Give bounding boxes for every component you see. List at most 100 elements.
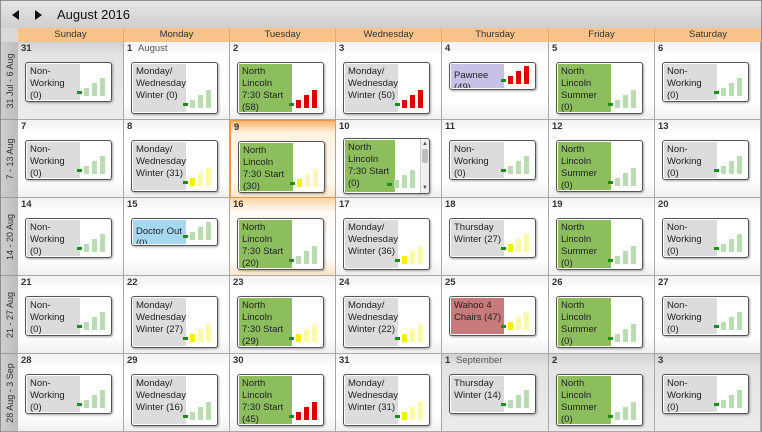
day-cell[interactable]: 13 Non-Working (0) <box>655 120 761 198</box>
appointment-block[interactable]: North Lincoln Summer (0) <box>556 62 643 114</box>
appointment-scrollbar[interactable]: ▲ ▼ <box>420 139 429 193</box>
day-cell[interactable]: 16 North Lincoln 7:30 Start (20) <box>230 198 336 276</box>
capacity-bar <box>737 312 742 330</box>
day-number: 16 <box>233 199 244 210</box>
appointment-block[interactable]: North Lincoln 7:30 Start (29) <box>237 296 324 348</box>
next-month-button[interactable] <box>29 7 46 23</box>
day-cell[interactable]: 5 North Lincoln Summer (0) <box>549 42 655 120</box>
appointment-block[interactable]: North Lincoln Summer (0) <box>556 374 643 426</box>
day-cell[interactable]: 15 Doctor Out (0) <box>124 198 230 276</box>
week-label[interactable]: 7 - 13 Aug <box>1 120 18 198</box>
appointment-block[interactable]: Monday/ Wednesday Winter (22) <box>343 296 430 348</box>
appointment-block[interactable]: Non-Working (0) <box>662 140 749 180</box>
appointment-block[interactable]: Non-Working (0) <box>25 296 112 336</box>
capacity-bar-base <box>608 181 613 184</box>
capacity-bars-icon <box>714 78 742 96</box>
capacity-bar <box>721 88 726 96</box>
appointment-block[interactable]: Monday/ Wednesday Winter (16) <box>131 374 218 426</box>
appointment-block[interactable]: Monday/ Wednesday Winter (27) <box>131 296 218 348</box>
appointment-block[interactable]: Non-Working (0) <box>662 374 749 414</box>
day-cell[interactable]: 19 North Lincoln Summer (0) <box>549 198 655 276</box>
day-cell[interactable]: 17 Monday/ Wednesday Winter (36) <box>336 198 442 276</box>
day-cell[interactable]: 24 Monday/ Wednesday Winter (22) <box>336 276 442 354</box>
scroll-up-icon[interactable]: ▲ <box>422 141 428 147</box>
day-number: 2 <box>552 355 558 366</box>
appointment-block[interactable]: Non-Working (0) <box>25 140 112 180</box>
day-cell[interactable]: 31 Monday/ Wednesday Winter (31) <box>336 354 442 432</box>
day-cell[interactable]: 25 Wahoo 4 Chairs (47) <box>442 276 549 354</box>
capacity-bar <box>508 400 513 408</box>
capacity-bar <box>623 251 628 264</box>
scroll-down-icon[interactable]: ▼ <box>422 185 428 191</box>
capacity-bar-base <box>608 415 613 418</box>
appointment-block[interactable]: Non-Working (0) <box>25 374 112 414</box>
capacity-bars-icon <box>608 246 636 264</box>
scroll-thumb[interactable] <box>422 149 428 163</box>
appointment-block[interactable]: Monday/ Wednesday Winter (0) <box>131 62 218 114</box>
appointment-block[interactable]: Monday/ Wednesday Winter (31) <box>343 374 430 426</box>
day-cell[interactable]: 18 Thursday Winter (27) <box>442 198 549 276</box>
appointment-block[interactable]: North Lincoln 7:30 Start (20) <box>237 218 324 270</box>
day-cell[interactable]: 2 North Lincoln Summer (0) <box>549 354 655 432</box>
previous-month-button[interactable] <box>7 7 24 23</box>
appointment-block[interactable]: Non-Working (0) <box>449 140 536 180</box>
day-cell[interactable]: 27 Non-Working (0) <box>655 276 761 354</box>
capacity-bars-icon <box>608 402 636 420</box>
capacity-bar <box>737 234 742 252</box>
capacity-bar-base <box>290 182 295 185</box>
day-cell[interactable]: 3 Non-Working (0) <box>655 354 761 432</box>
appointment-block[interactable]: Pawnee (49) <box>449 62 536 90</box>
appointment-block[interactable]: North Lincoln 7:30 Start (0) ▲ ▼ <box>343 138 430 194</box>
capacity-bar <box>313 169 318 187</box>
appointment-block[interactable]: North Lincoln Summer (0) <box>556 140 643 192</box>
day-cell[interactable]: 1 August Monday/ Wednesday Winter (0) <box>124 42 230 120</box>
appointment-block[interactable]: Non-Working (0) <box>662 296 749 336</box>
appointment-block[interactable]: North Lincoln 7:30 Start (58) <box>237 62 324 114</box>
appointment-block[interactable]: Non-Working (0) <box>662 62 749 102</box>
day-cell[interactable]: 20 Non-Working (0) <box>655 198 761 276</box>
day-cell[interactable]: 29 Monday/ Wednesday Winter (16) <box>124 354 230 432</box>
appointment-block[interactable]: Monday/ Wednesday Winter (36) <box>343 218 430 270</box>
capacity-bar <box>312 246 317 264</box>
week-label[interactable]: 31 Jul - 6 Aug <box>1 42 18 120</box>
day-cell[interactable]: 12 North Lincoln Summer (0) <box>549 120 655 198</box>
appointment-block[interactable]: Monday/ Wednesday Winter (31) <box>131 140 218 192</box>
capacity-bar <box>508 166 513 174</box>
week-label[interactable]: 14 - 20 Aug <box>1 198 18 276</box>
day-cell[interactable]: 10 North Lincoln 7:30 Start (0) ▲ ▼ <box>336 120 442 198</box>
appointment-block[interactable]: Doctor Out (0) <box>131 218 218 246</box>
appointment-block[interactable]: Thursday Winter (14) <box>449 374 536 414</box>
day-cell[interactable]: 6 Non-Working (0) <box>655 42 761 120</box>
day-cell[interactable]: 4 Pawnee (49) <box>442 42 549 120</box>
appointment-block[interactable]: North Lincoln 7:30 Start (45) <box>237 374 324 426</box>
week-label[interactable]: 28 Aug - 3 Sep <box>1 354 18 432</box>
day-cell[interactable]: 9 North Lincoln 7:30 Start (30) <box>230 120 336 198</box>
appointment-block[interactable]: North Lincoln 7:30 Start (30) <box>238 141 325 193</box>
day-cell[interactable]: 26 North Lincoln Summer (0) <box>549 276 655 354</box>
appointment-block[interactable]: Non-Working (0) <box>662 218 749 258</box>
appointment-block[interactable]: North Lincoln Summer (0) <box>556 296 643 348</box>
day-cell[interactable]: 30 North Lincoln 7:30 Start (45) <box>230 354 336 432</box>
day-cell[interactable]: 14 Non-Working (0) <box>18 198 124 276</box>
day-cell[interactable]: 22 Monday/ Wednesday Winter (27) <box>124 276 230 354</box>
appointment-block[interactable]: Monday/ Wednesday Winter (50) <box>343 62 430 114</box>
week-label[interactable]: 21 - 27 Aug <box>1 276 18 354</box>
day-cell[interactable]: 11 Non-Working (0) <box>442 120 549 198</box>
appointment-block[interactable]: Thursday Winter (27) <box>449 218 536 258</box>
day-cell[interactable]: 7 Non-Working (0) <box>18 120 124 198</box>
day-cell[interactable]: 28 Non-Working (0) <box>18 354 124 432</box>
day-cell[interactable]: 23 North Lincoln 7:30 Start (29) <box>230 276 336 354</box>
day-cell[interactable]: 2 North Lincoln 7:30 Start (58) <box>230 42 336 120</box>
appointment-block[interactable]: North Lincoln Summer (0) <box>556 218 643 270</box>
appointment-block[interactable]: Wahoo 4 Chairs (47) <box>449 296 536 336</box>
capacity-bar <box>100 390 105 408</box>
day-cell[interactable]: 21 Non-Working (0) <box>18 276 124 354</box>
day-cell[interactable]: 31 Non-Working (0) <box>18 42 124 120</box>
appointment-label: Thursday Winter (27) <box>451 220 504 256</box>
day-cell[interactable]: 8 Monday/ Wednesday Winter (31) <box>124 120 230 198</box>
appointment-block[interactable]: Non-Working (0) <box>25 218 112 258</box>
appointment-block[interactable]: Non-Working (0) <box>25 62 112 102</box>
day-cell[interactable]: 1 September Thursday Winter (14) <box>442 354 549 432</box>
day-number: 6 <box>658 43 664 54</box>
day-cell[interactable]: 3 Monday/ Wednesday Winter (50) <box>336 42 442 120</box>
